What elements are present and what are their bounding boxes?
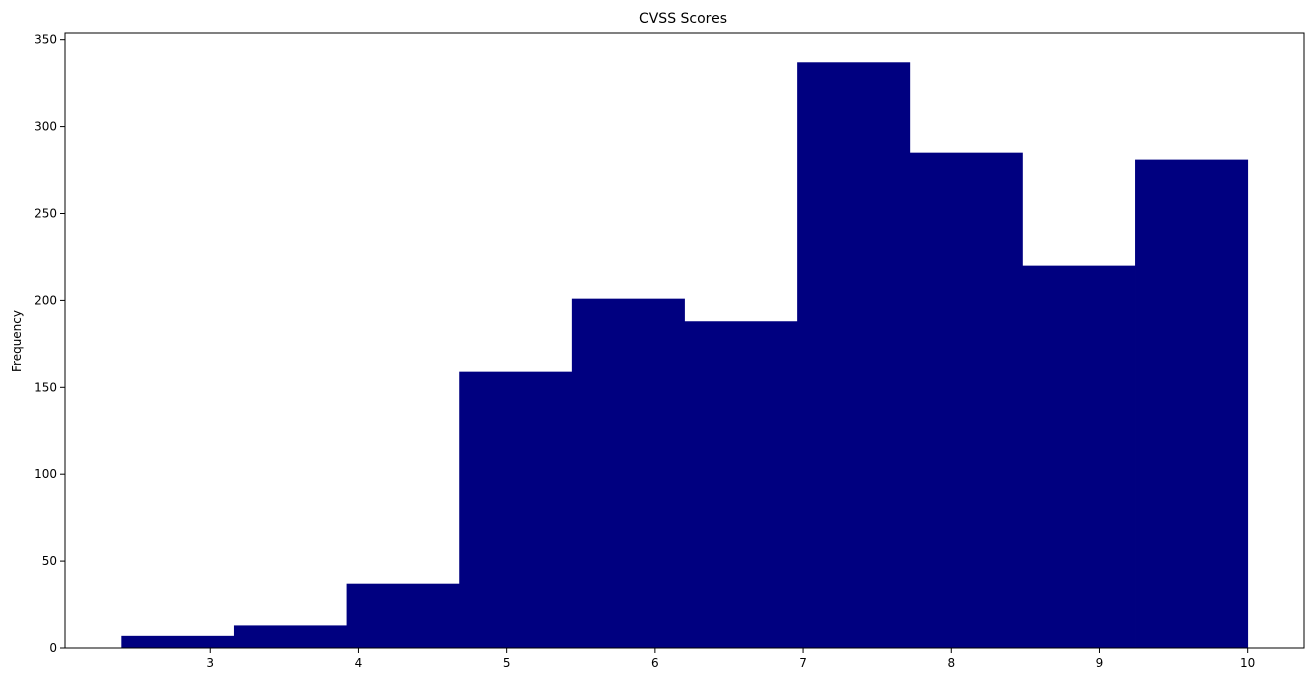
histogram-bar-5	[571, 298, 685, 648]
x-tick-label: 10	[1240, 656, 1255, 670]
y-tick-label: 300	[34, 120, 57, 134]
histogram-bar-6	[684, 321, 798, 648]
histogram-bar-10	[1135, 159, 1249, 648]
histogram-bar-8	[909, 152, 1023, 648]
y-tick-label: 200	[34, 293, 57, 307]
histogram-bar-7	[797, 62, 911, 649]
x-tick-label: 7	[799, 656, 807, 670]
chart-title: CVSS Scores	[639, 11, 727, 27]
x-tick-label: 5	[503, 656, 511, 670]
y-tick-label: 350	[34, 33, 57, 47]
y-tick-label: 0	[49, 641, 57, 655]
x-tick-label: 4	[355, 656, 363, 670]
histogram-bar-3	[346, 583, 460, 648]
y-axis-label: Frequency	[10, 310, 24, 372]
plot-frame	[64, 32, 1305, 649]
histogram-bar-2	[233, 625, 347, 648]
y-tick-label: 150	[34, 380, 57, 394]
y-axis-ticks: 0 50 100 150 200 250 300 350	[34, 33, 65, 655]
x-tick-label: 3	[206, 656, 214, 670]
x-tick-label: 9	[1096, 656, 1104, 670]
x-axis-ticks: 3 4 5 6 7 8 9 10	[206, 648, 1255, 670]
histogram-bar-4	[459, 371, 573, 648]
histogram-bar-1	[121, 635, 235, 648]
histogram-bar-9	[1022, 265, 1136, 648]
y-tick-label: 50	[42, 554, 57, 568]
bars-group	[121, 62, 1249, 649]
y-tick-label: 250	[34, 206, 57, 220]
x-tick-label: 8	[947, 656, 955, 670]
x-tick-label: 6	[651, 656, 659, 670]
y-tick-label: 100	[34, 467, 57, 481]
